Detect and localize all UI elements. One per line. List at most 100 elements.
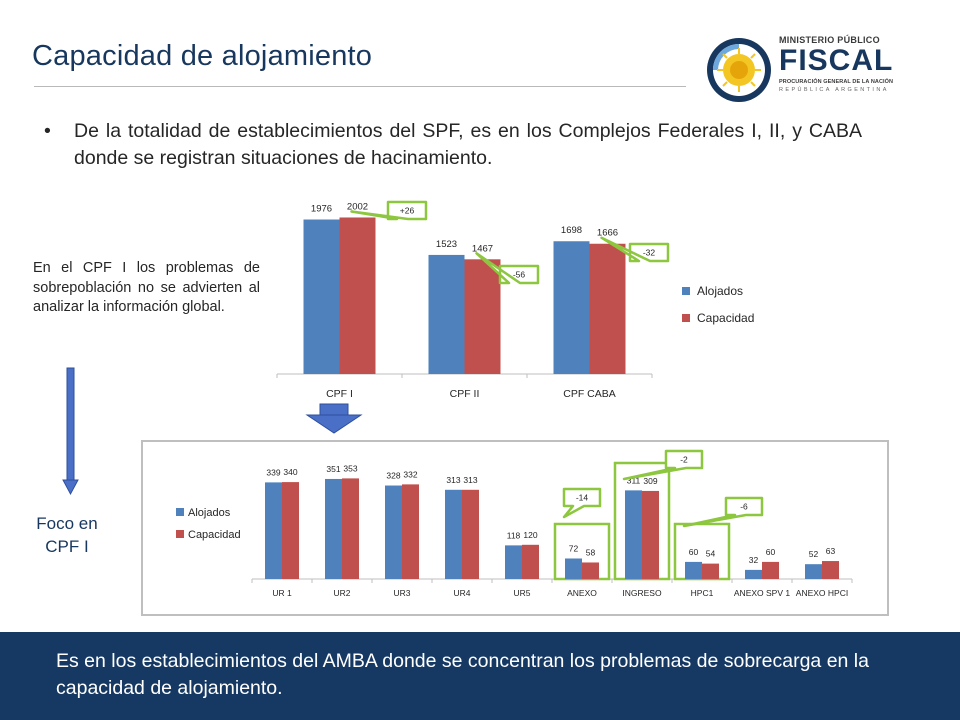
chart1-bar [303, 219, 340, 374]
foco-label: Foco en CPF I [36, 514, 98, 556]
chart2-value-label: 118 [507, 530, 521, 540]
chart2-value-label: 313 [446, 475, 460, 485]
chart2-callout-label: -6 [740, 502, 748, 512]
chart2-bar [642, 490, 659, 579]
chart-cpf1-units: UR 1 339 340 UR2 351 353 UR3 328 332 UR4 313 313 UR5… [176, 449, 853, 598]
chart2-callout: -6 [682, 496, 764, 528]
chart2-category-label: INGRESO [622, 588, 662, 598]
sun-emblem-icon [707, 38, 771, 102]
side-note: En el CPF I los problemas de sobrepoblac… [33, 260, 260, 315]
chart1-value-label: 2002 [347, 201, 368, 212]
chart2-category-label: ANEXO [567, 588, 597, 598]
chart1-callout: -32 [600, 236, 670, 263]
chart2-value-label: 63 [826, 546, 836, 556]
chart2-bar [625, 490, 642, 579]
chart2-category-label: UR4 [453, 588, 470, 598]
chart1-bar [464, 259, 501, 374]
fiscal-logo: MINISTERIO PÚBLICO FISCAL PROCURACIÓN GE… [703, 35, 898, 105]
logo-fiscal: FISCAL [779, 44, 894, 77]
chart2-legend-swatch [176, 508, 184, 516]
chart1-bar [589, 243, 626, 374]
charts-canvas: CPF I 1976 2002 CPF II 1523 1467 CPF CABA 1698 1… [62, 200, 889, 616]
chart1-value-label: 1666 [597, 228, 618, 239]
chart2-bar [282, 482, 299, 579]
chart2-value-label: 328 [386, 471, 400, 481]
chart1-value-label: 1976 [311, 204, 332, 215]
chart2-bar [265, 482, 282, 579]
chart2-value-label: 54 [706, 549, 716, 559]
chart2-bar [505, 545, 522, 579]
chart2-category-label: UR2 [333, 588, 350, 598]
chart1-callout-label: +26 [400, 206, 415, 216]
chart1-bar [553, 241, 590, 374]
chart2-bar [745, 569, 762, 579]
title-divider [34, 86, 686, 87]
chart2-legend-label: Capacidad [188, 529, 241, 541]
chart1-callout-shape [350, 200, 428, 221]
bullet-text: De la totalidad de establecimientos del … [74, 120, 862, 169]
chart2-frame [141, 440, 889, 616]
logo-procuracion: PROCURACIÓN GENERAL DE LA NACIÓN [779, 79, 894, 85]
chart2-bar [582, 562, 599, 579]
chart2-value-label: 309 [643, 476, 657, 486]
chart1-bar [339, 217, 376, 374]
chart1-legend-swatch [682, 314, 690, 322]
chart2-bar [762, 561, 779, 579]
chart1-callout: +26 [350, 200, 428, 221]
chart1-callout-shape [475, 252, 540, 285]
chart1-category-label: CPF CABA [563, 388, 616, 400]
chart2-bar [462, 489, 479, 579]
chart2-bar [325, 478, 342, 579]
chart1-callout-label: -32 [643, 248, 656, 258]
chart1-value-label: 1467 [472, 243, 493, 254]
bullet-point: • De la totalidad de establecimientos de… [44, 118, 862, 172]
chart1-callout-shape [600, 236, 670, 263]
footer-text: Es en los establecimientos del AMBA dond… [56, 650, 869, 699]
chart2-callout-label: -2 [680, 455, 688, 465]
chart2-value-label: 351 [326, 464, 340, 474]
chart2-bar [342, 478, 359, 579]
chart2-category-label: UR 1 [272, 588, 292, 598]
chart2-category-label: HPC1 [691, 588, 714, 598]
chart2-bar [445, 489, 462, 579]
chart-cpf: CPF I 1976 2002 CPF II 1523 1467 CPF CABA 1698 1… [276, 200, 754, 400]
chart2-callout-shape [562, 487, 602, 519]
chart2-value-label: 340 [283, 467, 297, 477]
chart2-callout: -14 [562, 487, 602, 519]
chart1-callout: -56 [475, 252, 540, 285]
chart2-legend-label: Alojados [188, 507, 231, 519]
chart2-bar [685, 561, 702, 579]
chart2-value-label: 58 [586, 547, 596, 557]
chart2-callout-shape [682, 496, 764, 528]
chart2-value-label: 32 [749, 555, 759, 565]
chart2-bar [402, 484, 419, 579]
chart1-value-label: 1698 [561, 225, 582, 236]
chart2-category-label: ANEXO SPV 1 [734, 588, 790, 598]
chart1-legend-label: Alojados [697, 284, 743, 298]
bullet-dot-icon: • [44, 120, 51, 142]
chart2-bar [565, 558, 582, 579]
chart2-category-label: UR5 [513, 588, 530, 598]
chart2-callout-shape [622, 449, 704, 481]
logo-ministerio: MINISTERIO PÚBLICO [779, 35, 880, 45]
chart1-value-label: 1523 [436, 239, 457, 250]
chart2-category-label: UR3 [393, 588, 410, 598]
chart1-category-label: CPF I [326, 388, 353, 400]
chart2-value-label: 311 [627, 475, 641, 485]
logo-republica: REPÚBLICA ARGENTINA [779, 87, 889, 93]
chart1-callout-label: -56 [513, 270, 526, 280]
chart2-bar [385, 485, 402, 579]
wide-down-arrow-icon [305, 403, 363, 434]
chart1-legend-swatch [682, 287, 690, 295]
chart2-value-label: 339 [266, 467, 280, 477]
chart2-value-label: 60 [689, 547, 699, 557]
chart2-value-label: 60 [766, 547, 776, 557]
footer-bar: Es en los establecimientos del AMBA dond… [0, 632, 960, 720]
chart1-legend-label: Capacidad [697, 311, 754, 325]
down-arrow-icon [62, 367, 79, 496]
chart2-callout-label: -14 [576, 493, 589, 503]
chart2-bar [702, 563, 719, 579]
chart2-value-label: 72 [569, 543, 579, 553]
chart2-bar [805, 564, 822, 579]
chart2-category-label: ANEXO HPCI [796, 588, 848, 598]
